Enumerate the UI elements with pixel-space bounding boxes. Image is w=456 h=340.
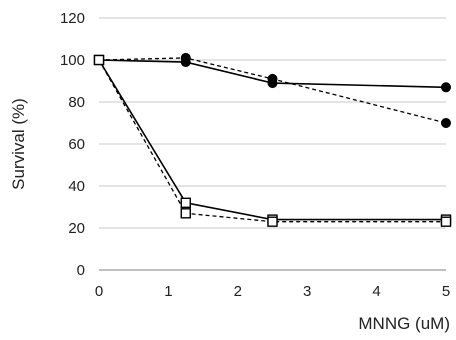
data-point-square xyxy=(180,197,191,209)
y-tick-label: 40 xyxy=(68,178,85,195)
y-tick-label: 60 xyxy=(68,136,85,153)
series-line xyxy=(98,59,447,89)
data-point-circle xyxy=(180,52,191,63)
label-layer: Survival (%) MNNG (uM) xyxy=(9,98,450,333)
axis-layer: 0 20 40 60 80 100 120 0 1 2 3 4 5 xyxy=(60,10,450,300)
x-axis-title: MNNG (uM) xyxy=(358,314,450,333)
y-tick-label: 80 xyxy=(68,94,85,111)
data-point-circle xyxy=(441,82,451,93)
data-point-circle xyxy=(441,118,451,128)
y-tick-label: 0 xyxy=(77,262,85,279)
x-tick-label: 0 xyxy=(95,283,103,300)
data-point-square xyxy=(93,54,105,66)
y-tick-label: 120 xyxy=(60,10,85,27)
x-tick-label: 4 xyxy=(372,283,380,300)
x-tick-label: 1 xyxy=(164,283,172,300)
series-line xyxy=(98,57,447,124)
y-tick-label: 20 xyxy=(68,220,85,237)
series-line xyxy=(98,59,446,223)
series-line xyxy=(98,59,446,221)
series-layer xyxy=(93,52,452,227)
grid-layer xyxy=(99,17,446,229)
data-point-square xyxy=(180,208,191,219)
y-axis-title: Survival (%) xyxy=(9,98,28,190)
x-tick-label: 5 xyxy=(442,283,450,300)
y-tick-label: 100 xyxy=(60,52,85,69)
data-point-square xyxy=(440,216,452,227)
data-point-circle xyxy=(267,73,278,84)
x-tick-label: 3 xyxy=(303,283,311,300)
x-tick-label: 2 xyxy=(234,283,242,300)
data-point-square xyxy=(267,216,278,227)
